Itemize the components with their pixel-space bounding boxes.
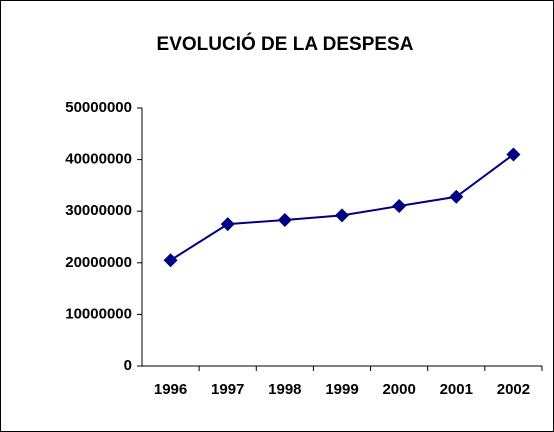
x-tick-label: 2001 [440, 381, 473, 398]
data-point [335, 208, 349, 223]
x-tick-label: 1998 [268, 381, 301, 398]
x-tick-label: 1999 [325, 381, 358, 398]
y-tick-label: 10000000 [65, 305, 132, 322]
y-tick-label: 0 [124, 357, 132, 374]
data-point [277, 212, 292, 227]
y-tick-label: 20000000 [65, 254, 132, 271]
data-point [449, 189, 464, 204]
data-point [392, 199, 407, 214]
x-tick-label: 2002 [497, 381, 530, 398]
x-tick-label: 1997 [211, 381, 244, 398]
y-tick-label: 40000000 [65, 151, 132, 168]
data-point [506, 147, 521, 162]
y-tick-label: 30000000 [65, 202, 132, 219]
data-point [220, 217, 235, 232]
data-point [163, 253, 178, 268]
chart-title: EVOLUCIÓ DE LA DESPESA [157, 33, 414, 55]
x-tick-label: 2000 [382, 381, 415, 398]
y-tick-label: 50000000 [65, 99, 132, 116]
x-tick-label: 1996 [154, 381, 187, 398]
